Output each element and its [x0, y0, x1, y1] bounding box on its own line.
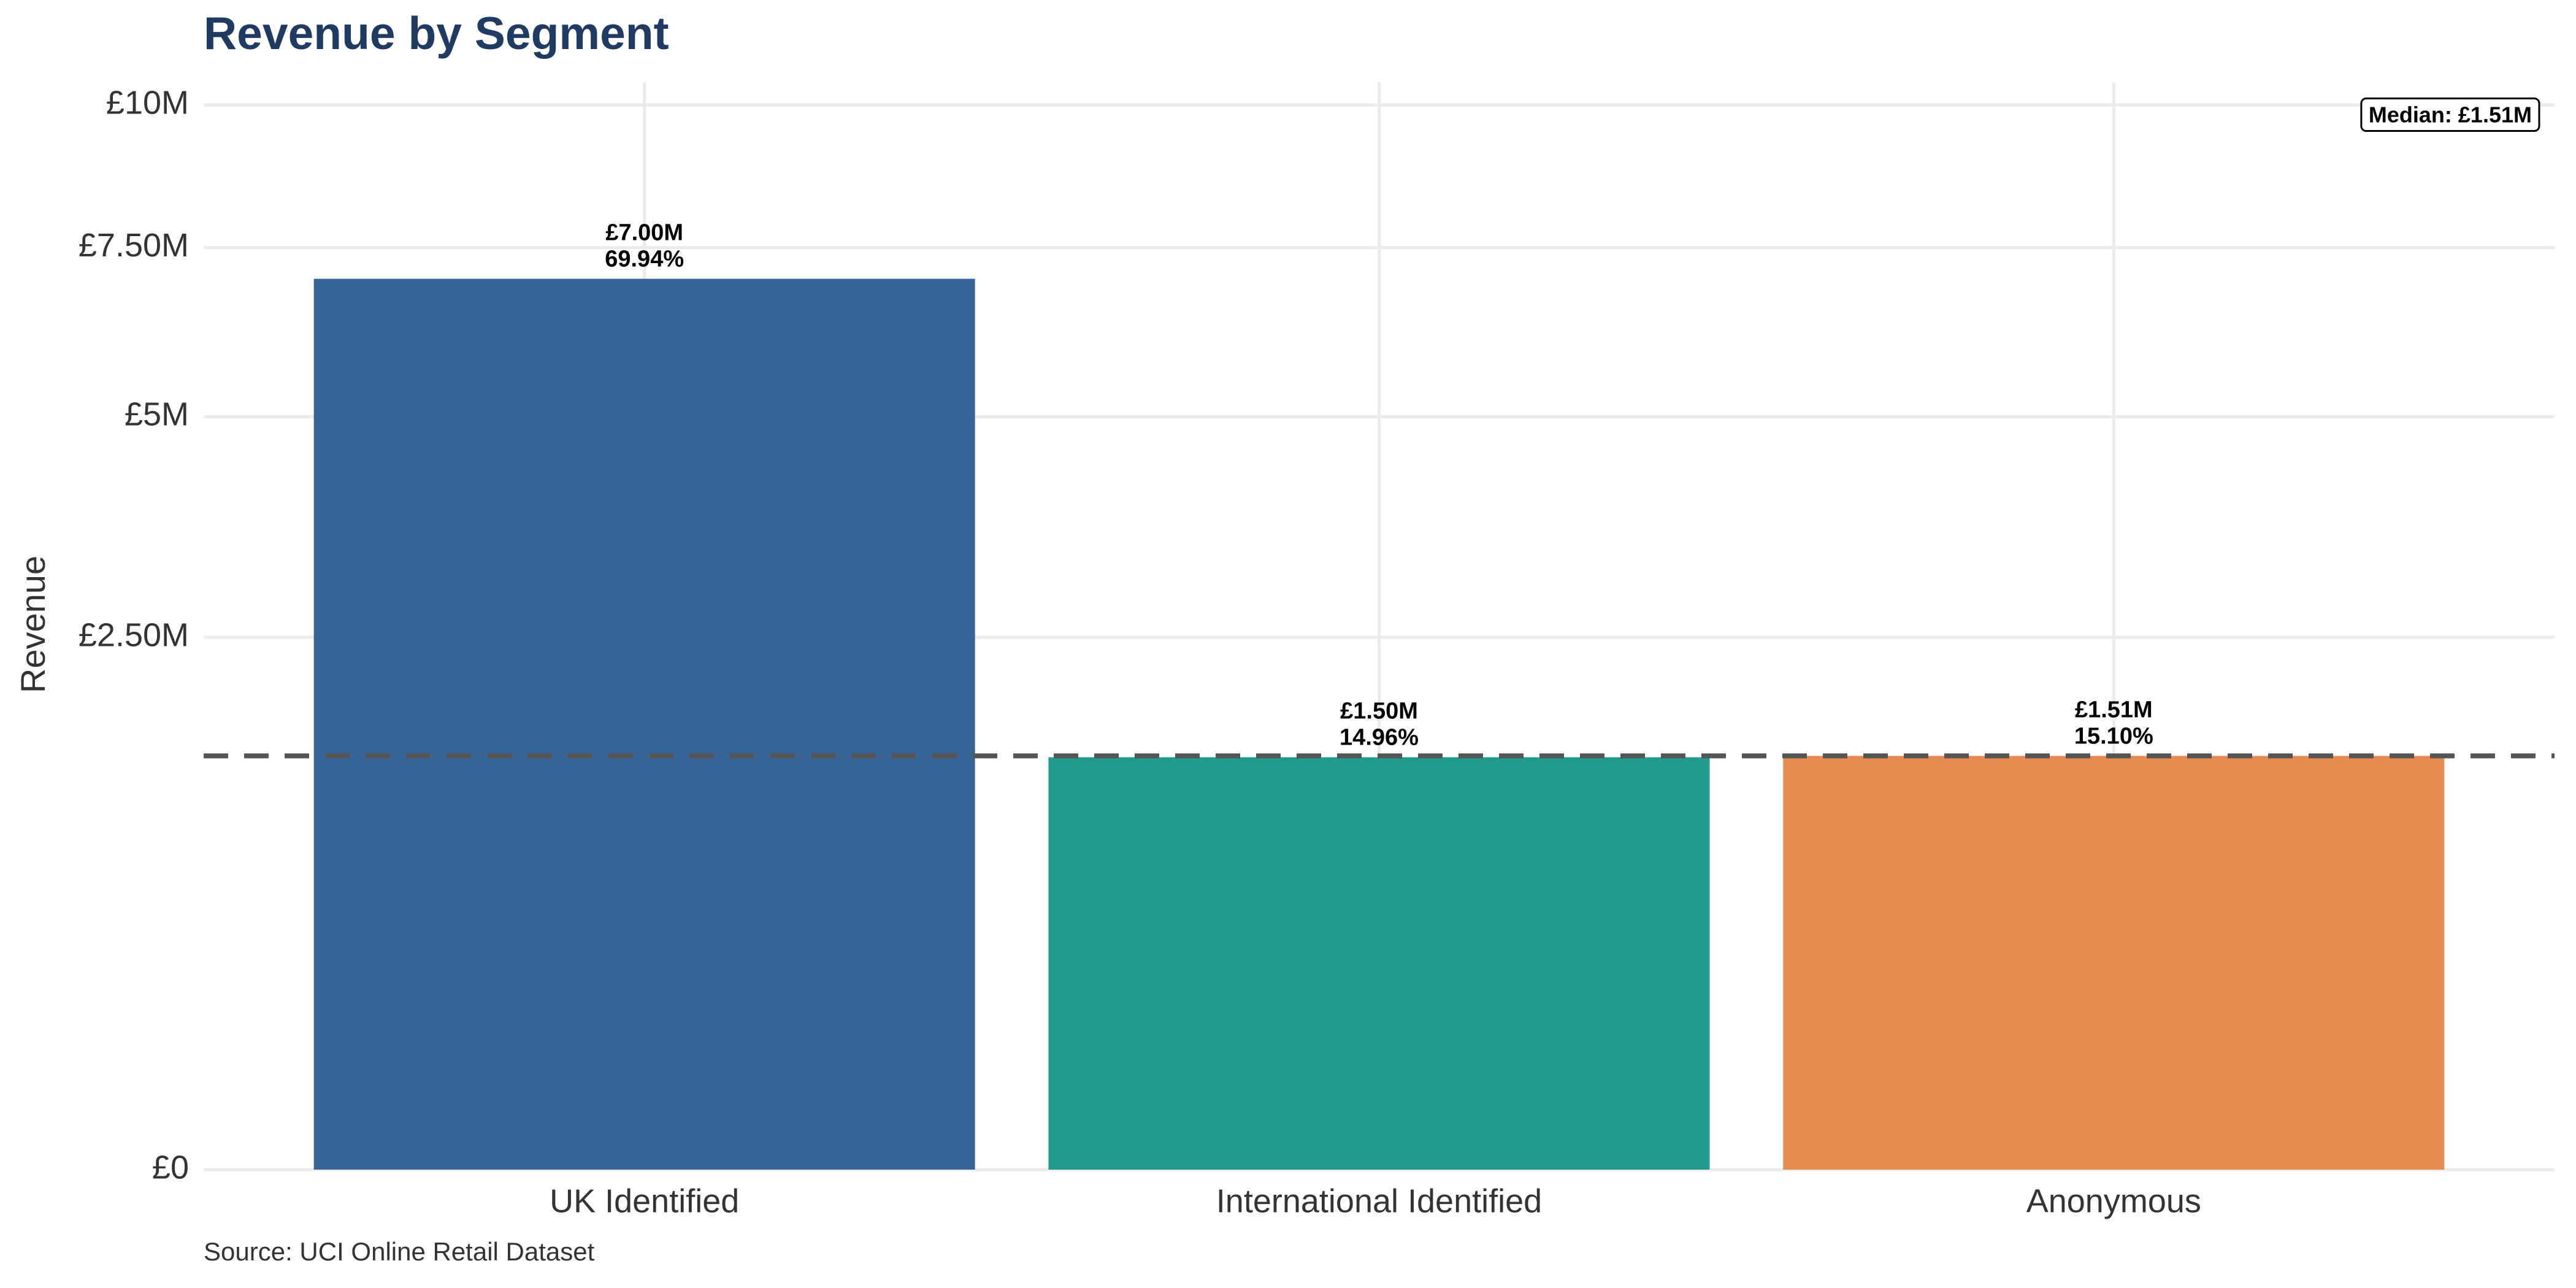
y-tick-label: £10M	[106, 84, 189, 121]
data-label: £1.51M 15.10%	[2074, 697, 2153, 749]
y-tick-label: £5M	[125, 396, 189, 433]
median-box	[2360, 98, 2540, 132]
x-tick-label: International Identified	[1216, 1183, 1542, 1219]
x-tick-label: UK Identified	[550, 1183, 739, 1219]
data-label: £7.00M 69.94%	[605, 220, 684, 272]
share-label: 15.10%	[2074, 723, 2153, 749]
x-tick-label: Anonymous	[2026, 1183, 2201, 1219]
median-label: Median: £1.51M	[2369, 102, 2532, 128]
chart-title: Revenue by Segment	[204, 7, 669, 59]
bar	[313, 278, 975, 1170]
bar	[1783, 756, 2445, 1170]
y-tick-label: £0	[152, 1149, 189, 1186]
value-label: £7.00M	[605, 220, 683, 246]
share-label: 14.96%	[1340, 725, 1419, 751]
y-axis-label: Revenue	[13, 556, 52, 693]
value-label: £1.50M	[1340, 699, 1418, 724]
value-label: £1.51M	[2075, 697, 2153, 723]
y-tick-label: £7.50M	[79, 227, 189, 264]
bar	[1048, 757, 1710, 1170]
y-tick-label: £2.50M	[79, 616, 189, 653]
data-label: £1.50M 14.96%	[1340, 699, 1419, 751]
source-note: Source: UCI Online Retail Dataset	[204, 1237, 595, 1266]
share-label: 69.94%	[605, 247, 684, 272]
